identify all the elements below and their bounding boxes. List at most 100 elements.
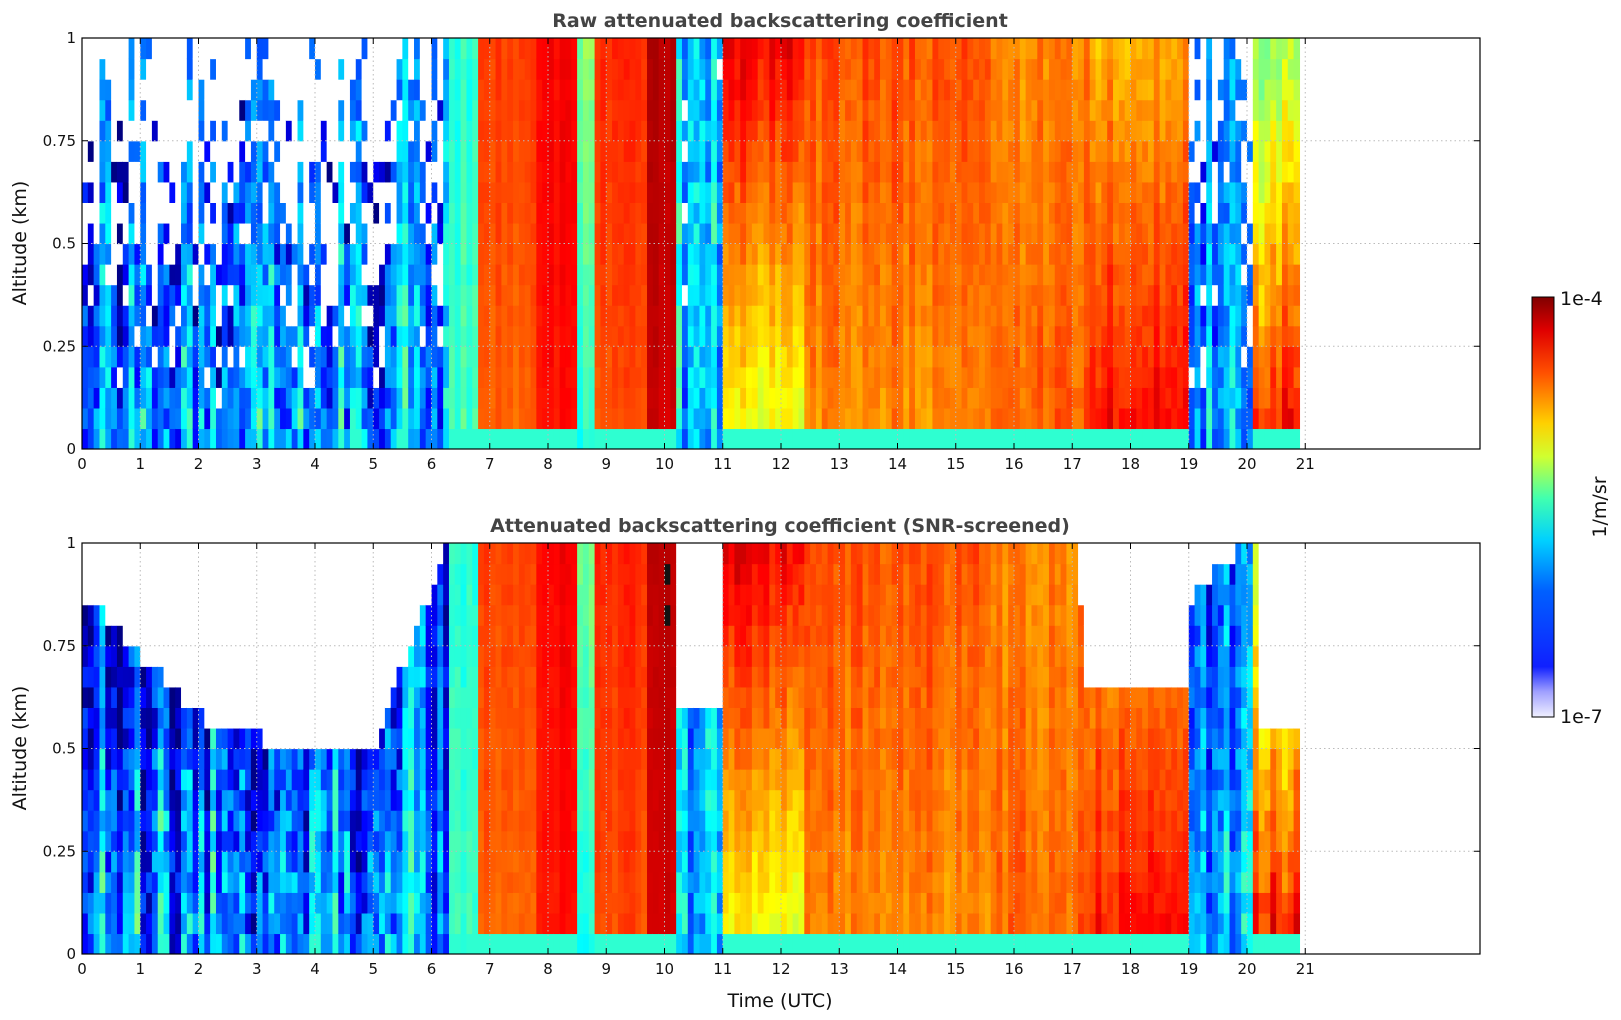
heatmap-cell (903, 284, 910, 306)
heatmap-cell (128, 428, 136, 449)
heatmap-cell (1270, 264, 1277, 286)
heatmap-cell (821, 140, 829, 162)
heatmap-cell (914, 99, 922, 121)
heatmap-cell (1066, 79, 1073, 101)
heatmap-cell (93, 284, 101, 306)
heatmap-cell (518, 387, 526, 409)
x-tick-label: 10 (655, 455, 674, 473)
heatmap-cell (186, 325, 194, 347)
heatmap-cell (1072, 387, 1079, 409)
heatmap-cell (93, 810, 101, 832)
heatmap-cell (897, 38, 904, 60)
heatmap-cell (204, 428, 211, 449)
heatmap-cell (588, 243, 596, 265)
heatmap-cell (233, 789, 240, 811)
heatmap-cell (239, 243, 246, 265)
heatmap-cell (518, 325, 526, 347)
heatmap-cell (687, 99, 695, 121)
heatmap-cell (652, 99, 660, 121)
heatmap-cell (122, 428, 130, 449)
heatmap-cell (839, 99, 846, 121)
heatmap-cell (198, 140, 205, 162)
heatmap-cell (332, 428, 339, 449)
heatmap-cell (769, 305, 776, 327)
heatmap-cell (763, 305, 770, 327)
heatmap-cell (186, 810, 194, 832)
heatmap-cell (326, 428, 334, 449)
heatmap-cell (1229, 284, 1236, 306)
heatmap-cell (163, 387, 170, 409)
heatmap-cell (221, 305, 229, 327)
heatmap-cell (483, 202, 491, 224)
heatmap-cell (647, 407, 654, 430)
heatmap-cell (903, 387, 910, 409)
heatmap-cell (1014, 202, 1021, 224)
heatmap-cell (210, 769, 217, 791)
heatmap-cell (530, 202, 537, 224)
heatmap-cell (122, 727, 130, 750)
heatmap-cell (111, 79, 118, 101)
heatmap-cell (647, 120, 654, 142)
heatmap-cell (792, 243, 800, 265)
heatmap-cell (221, 563, 229, 585)
heatmap-cell (1095, 38, 1102, 60)
heatmap-cell (548, 140, 555, 162)
heatmap-cell (215, 325, 223, 347)
heatmap-cell (122, 99, 130, 121)
heatmap-cell (542, 222, 549, 245)
heatmap-cell (215, 140, 223, 162)
heatmap-cell (1072, 99, 1079, 121)
heatmap-cell (146, 625, 153, 647)
heatmap-cell (221, 140, 229, 162)
heatmap-cell (524, 202, 532, 224)
heatmap-cell (460, 161, 468, 183)
heatmap-cell (938, 346, 945, 368)
heatmap-cell (332, 243, 339, 265)
heatmap-cell (245, 727, 252, 750)
heatmap-cell (1037, 407, 1044, 430)
heatmap-cell (186, 543, 194, 565)
heatmap-cell (856, 222, 864, 245)
heatmap-cell (687, 366, 695, 388)
heatmap-cell (221, 810, 229, 832)
heatmap-cell (1241, 346, 1248, 368)
heatmap-cell (984, 222, 992, 245)
heatmap-cell (1083, 387, 1091, 409)
heatmap-cell (751, 387, 759, 409)
heatmap-cell (1217, 140, 1225, 162)
heatmap-cell (1002, 161, 1009, 183)
heatmap-cell (157, 871, 165, 893)
heatmap-cell (1177, 140, 1184, 162)
heatmap-cell (944, 38, 951, 60)
heatmap-cell (379, 120, 386, 142)
heatmap-cell (1241, 222, 1248, 245)
heatmap-cell (687, 222, 695, 245)
heatmap-cell (949, 140, 957, 162)
heatmap-cell (157, 264, 165, 286)
heatmap-cell (140, 366, 147, 388)
heatmap-cell (996, 243, 1003, 265)
heatmap-cell (1270, 140, 1277, 162)
heatmap-cell (850, 387, 858, 409)
heatmap-cell (1212, 202, 1219, 224)
heatmap-cell (507, 161, 514, 183)
heatmap-cell (641, 38, 648, 60)
heatmap-cell (140, 707, 147, 729)
heatmap-cell (192, 727, 200, 750)
heatmap-cell (1212, 181, 1219, 203)
heatmap-cell (641, 181, 648, 203)
heatmap-cell (967, 99, 974, 121)
heatmap-cell (489, 140, 497, 162)
heatmap-cell (419, 38, 427, 60)
heatmap-cell (1171, 202, 1178, 224)
heatmap-cell (938, 181, 945, 203)
heatmap-cell (262, 851, 269, 873)
heatmap-cell (821, 346, 829, 368)
heatmap-cell (425, 325, 433, 347)
heatmap-cell (944, 428, 951, 449)
heatmap-cell (140, 666, 147, 688)
heatmap-cell (1177, 243, 1184, 265)
heatmap-cell (204, 243, 211, 265)
heatmap-cell (798, 222, 805, 245)
heatmap-cell (845, 366, 852, 388)
